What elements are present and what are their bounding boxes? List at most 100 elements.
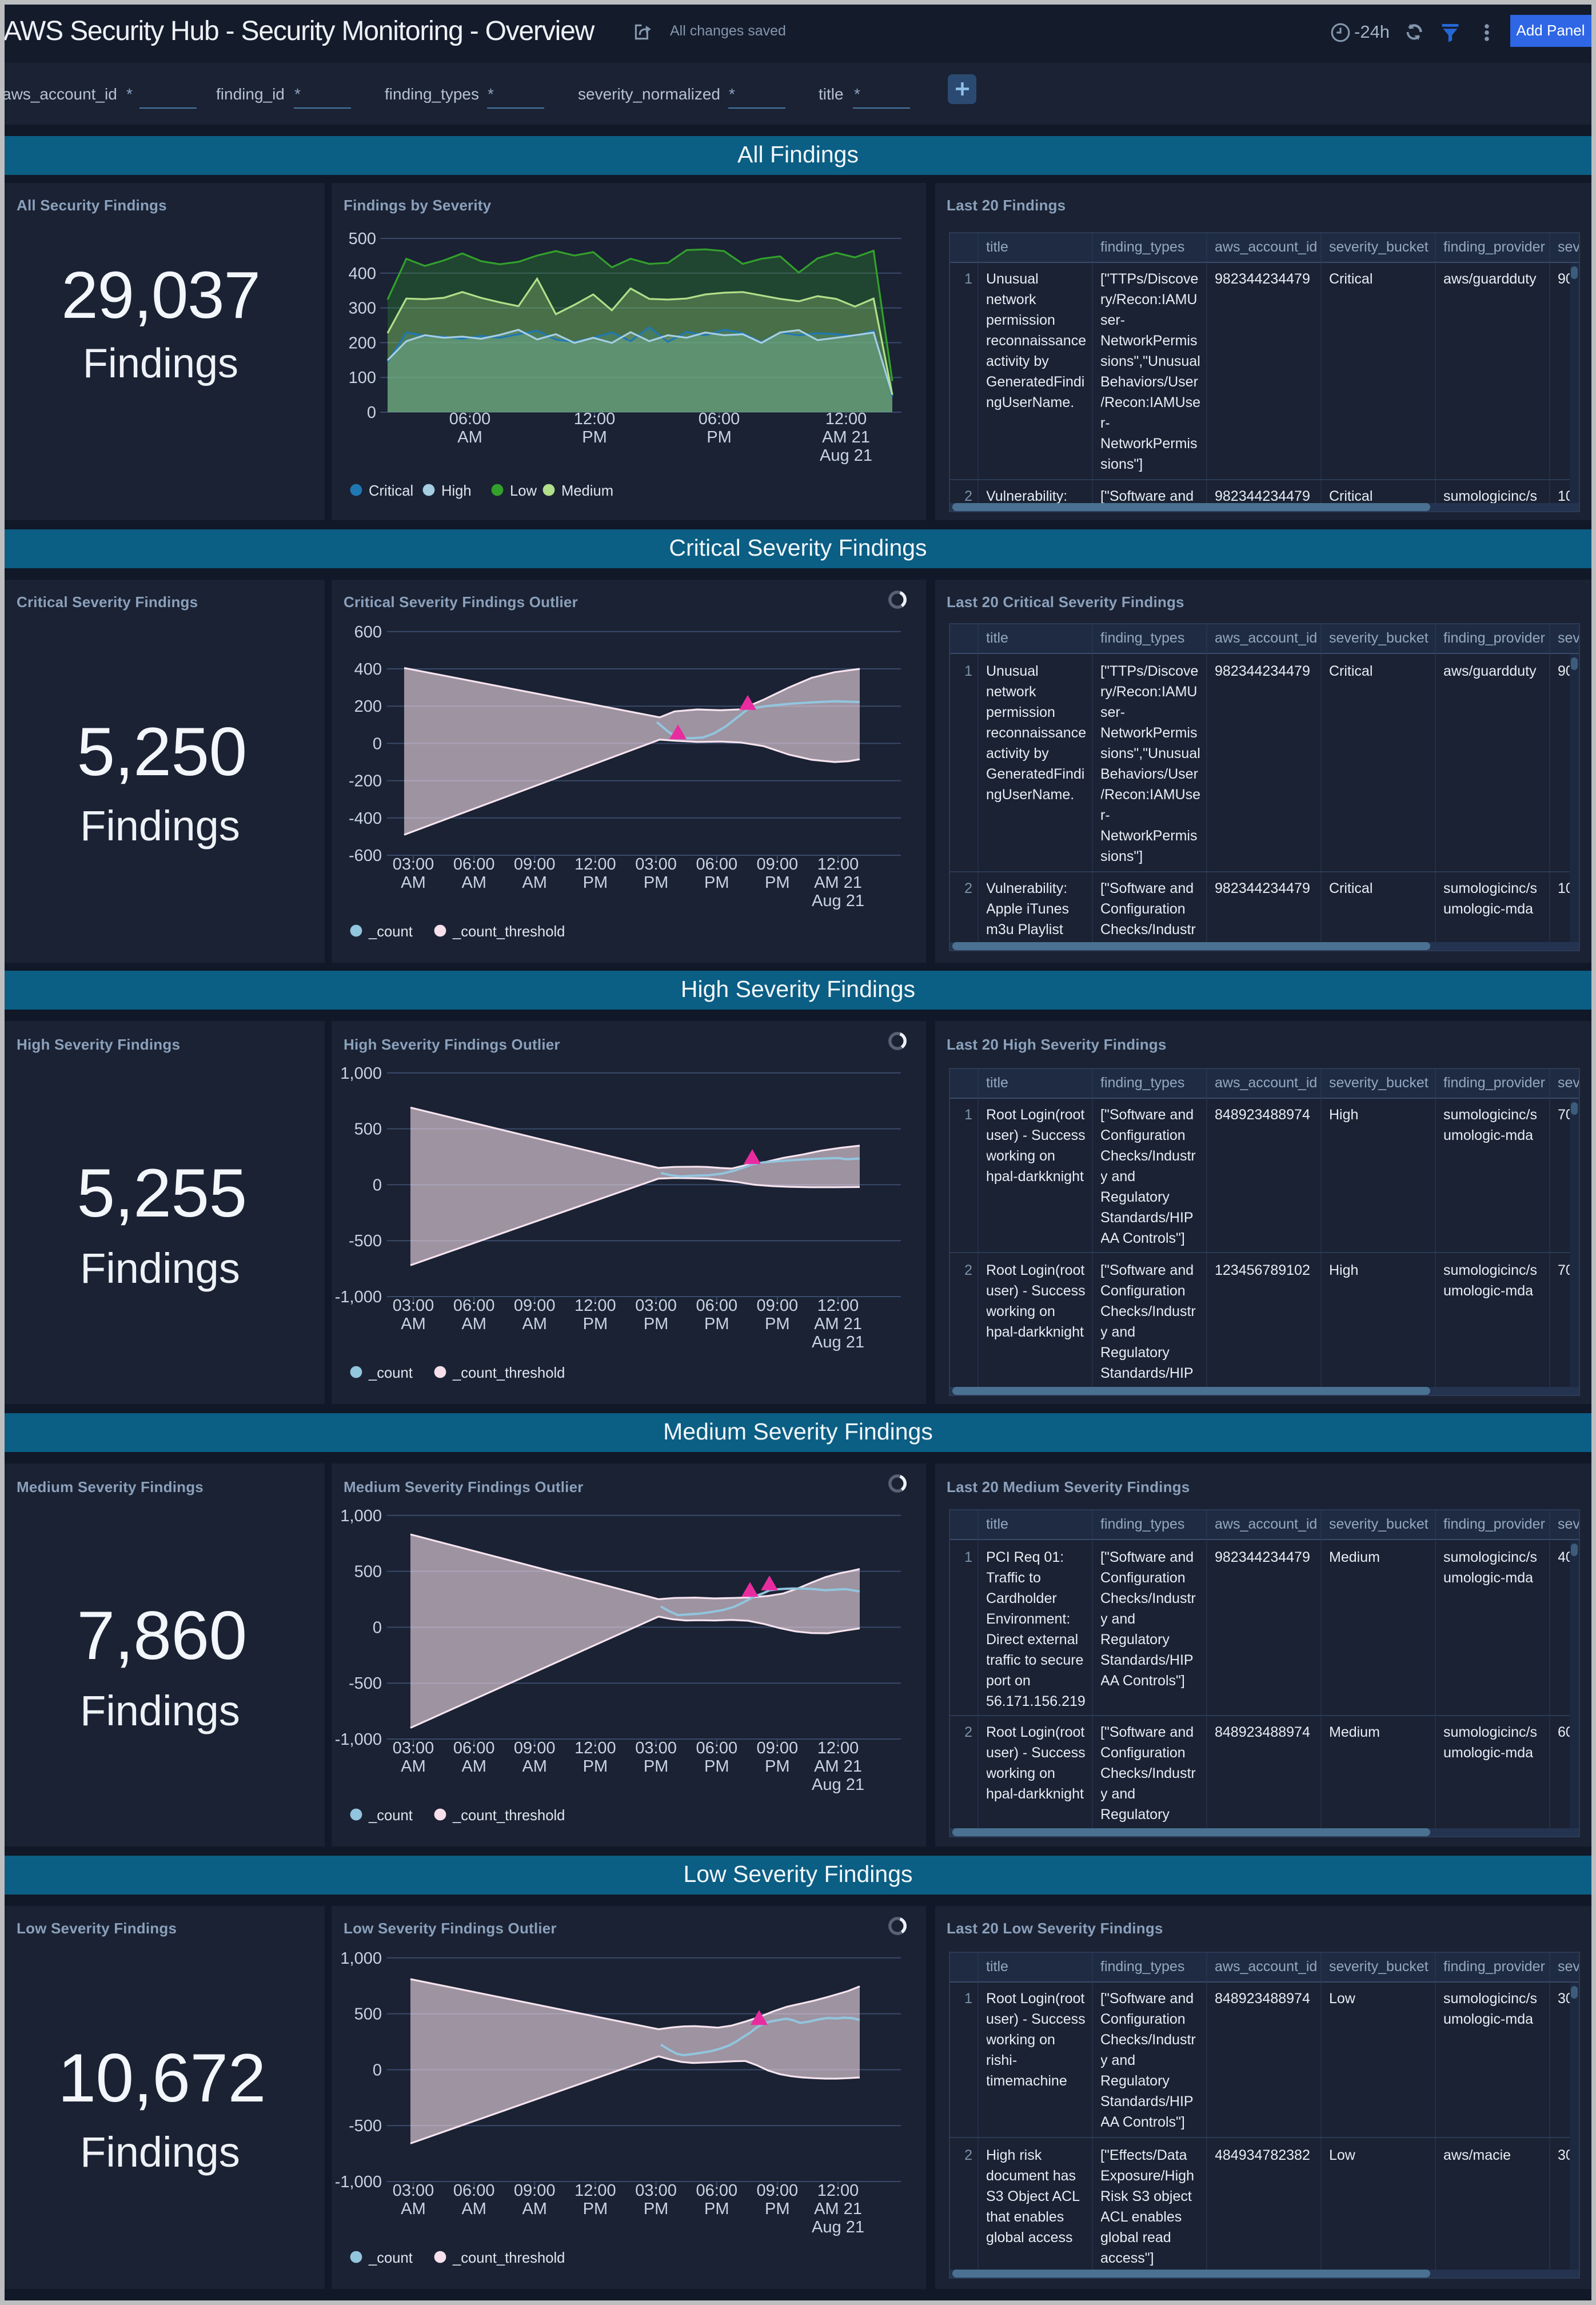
- svg-text:Aug 21: Aug 21: [820, 446, 872, 464]
- svg-text:1,000: 1,000: [340, 1507, 382, 1525]
- svg-text:PM: PM: [765, 1315, 790, 1333]
- svg-text:-400: -400: [349, 809, 382, 827]
- svg-text:06:00: 06:00: [696, 2181, 738, 2199]
- svg-text:06:00: 06:00: [696, 1297, 738, 1315]
- svg-text:AM: AM: [522, 1315, 547, 1333]
- svg-text:03:00: 03:00: [635, 2181, 677, 2199]
- svg-text:AM: AM: [522, 873, 547, 891]
- svg-text:12:00: 12:00: [817, 1297, 859, 1315]
- svg-text:AM: AM: [401, 2199, 426, 2218]
- svg-text:03:00: 03:00: [635, 1739, 677, 1757]
- svg-text:AM: AM: [461, 2199, 486, 2218]
- svg-text:AM: AM: [401, 1315, 426, 1333]
- svg-text:_count_threshold: _count_threshold: [452, 923, 565, 939]
- svg-text:06:00: 06:00: [696, 1739, 738, 1757]
- svg-text:PM: PM: [765, 873, 790, 891]
- svg-text:AM: AM: [401, 1757, 426, 1776]
- svg-text:AM 21: AM 21: [814, 1757, 862, 1776]
- svg-text:600: 600: [354, 623, 382, 641]
- svg-text:12:00: 12:00: [574, 1297, 616, 1315]
- svg-text:PM: PM: [583, 873, 608, 891]
- svg-text:PM: PM: [644, 1757, 669, 1776]
- svg-text:AM: AM: [461, 873, 486, 891]
- svg-text:03:00: 03:00: [393, 2181, 434, 2199]
- svg-text:09:00: 09:00: [757, 2181, 799, 2199]
- svg-text:500: 500: [349, 229, 376, 248]
- svg-text:-1,000: -1,000: [335, 1730, 382, 1749]
- svg-text:AM 21: AM 21: [822, 428, 870, 446]
- svg-text:09:00: 09:00: [514, 855, 556, 873]
- svg-text:-500: -500: [349, 2116, 382, 2135]
- svg-text:06:00: 06:00: [453, 1739, 495, 1757]
- svg-text:AM: AM: [522, 2199, 547, 2218]
- svg-text:AM 21: AM 21: [814, 1315, 862, 1333]
- svg-text:12:00: 12:00: [825, 409, 867, 428]
- svg-text:PM: PM: [644, 873, 669, 891]
- svg-text:12:00: 12:00: [574, 2181, 616, 2199]
- svg-text:PM: PM: [704, 1757, 729, 1776]
- svg-text:0: 0: [373, 2060, 382, 2079]
- svg-text:PM: PM: [765, 1757, 790, 1776]
- svg-text:200: 200: [349, 333, 376, 352]
- svg-text:PM: PM: [704, 873, 729, 891]
- svg-text:09:00: 09:00: [514, 2181, 556, 2199]
- svg-text:_count_threshold: _count_threshold: [452, 1808, 565, 1824]
- svg-text:_count_threshold: _count_threshold: [452, 1365, 565, 1381]
- svg-text:06:00: 06:00: [699, 409, 740, 428]
- svg-text:03:00: 03:00: [393, 1739, 434, 1757]
- svg-text:06:00: 06:00: [453, 855, 495, 873]
- svg-text:12:00: 12:00: [574, 409, 616, 428]
- svg-text:AM: AM: [401, 873, 426, 891]
- svg-text:PM: PM: [707, 428, 732, 446]
- svg-text:PM: PM: [704, 2199, 729, 2218]
- svg-text:AM 21: AM 21: [814, 2199, 862, 2218]
- svg-text:09:00: 09:00: [757, 1739, 799, 1757]
- svg-text:09:00: 09:00: [757, 1297, 799, 1315]
- svg-text:-500: -500: [349, 1674, 382, 1693]
- svg-text:03:00: 03:00: [635, 1297, 677, 1315]
- svg-text:500: 500: [354, 1120, 382, 1139]
- svg-text:PM: PM: [582, 428, 607, 446]
- svg-text:0: 0: [367, 403, 376, 421]
- svg-text:Medium: Medium: [561, 482, 613, 499]
- svg-text:AM: AM: [461, 1315, 486, 1333]
- svg-text:-500: -500: [349, 1232, 382, 1250]
- svg-text:03:00: 03:00: [635, 855, 677, 873]
- svg-text:0: 0: [373, 1618, 382, 1637]
- svg-text:12:00: 12:00: [574, 1739, 616, 1757]
- svg-text:AM: AM: [461, 1757, 486, 1776]
- svg-text:Low: Low: [510, 482, 537, 499]
- svg-text:06:00: 06:00: [449, 409, 491, 428]
- svg-text:0: 0: [373, 1176, 382, 1194]
- svg-text:-1,000: -1,000: [335, 2172, 382, 2191]
- svg-text:1,000: 1,000: [340, 1064, 382, 1083]
- svg-text:Aug 21: Aug 21: [812, 1776, 864, 1794]
- svg-text:500: 500: [354, 2005, 382, 2023]
- svg-text:12:00: 12:00: [817, 855, 859, 873]
- svg-text:03:00: 03:00: [393, 1297, 434, 1315]
- svg-text:400: 400: [349, 264, 376, 282]
- svg-text:12:00: 12:00: [574, 855, 616, 873]
- svg-text:Critical: Critical: [369, 482, 413, 499]
- svg-text:09:00: 09:00: [514, 1739, 556, 1757]
- svg-text:PM: PM: [583, 1315, 608, 1333]
- svg-text:200: 200: [354, 697, 382, 715]
- svg-text:03:00: 03:00: [393, 855, 434, 873]
- svg-text:09:00: 09:00: [757, 855, 799, 873]
- svg-text:06:00: 06:00: [453, 2181, 495, 2199]
- svg-text:_count: _count: [368, 1808, 413, 1824]
- svg-text:PM: PM: [583, 2199, 608, 2218]
- svg-text:-200: -200: [349, 772, 382, 790]
- svg-text:400: 400: [354, 660, 382, 678]
- svg-text:-1,000: -1,000: [335, 1288, 382, 1306]
- svg-text:AM: AM: [522, 1757, 547, 1776]
- svg-text:High: High: [441, 482, 472, 499]
- svg-text:06:00: 06:00: [453, 1297, 495, 1315]
- svg-text:500: 500: [354, 1563, 382, 1581]
- svg-text:Aug 21: Aug 21: [812, 1333, 864, 1351]
- svg-text:Aug 21: Aug 21: [812, 2218, 864, 2236]
- svg-text:PM: PM: [644, 2199, 669, 2218]
- svg-text:_count: _count: [368, 2250, 413, 2266]
- svg-text:PM: PM: [583, 1757, 608, 1776]
- svg-text:PM: PM: [644, 1315, 669, 1333]
